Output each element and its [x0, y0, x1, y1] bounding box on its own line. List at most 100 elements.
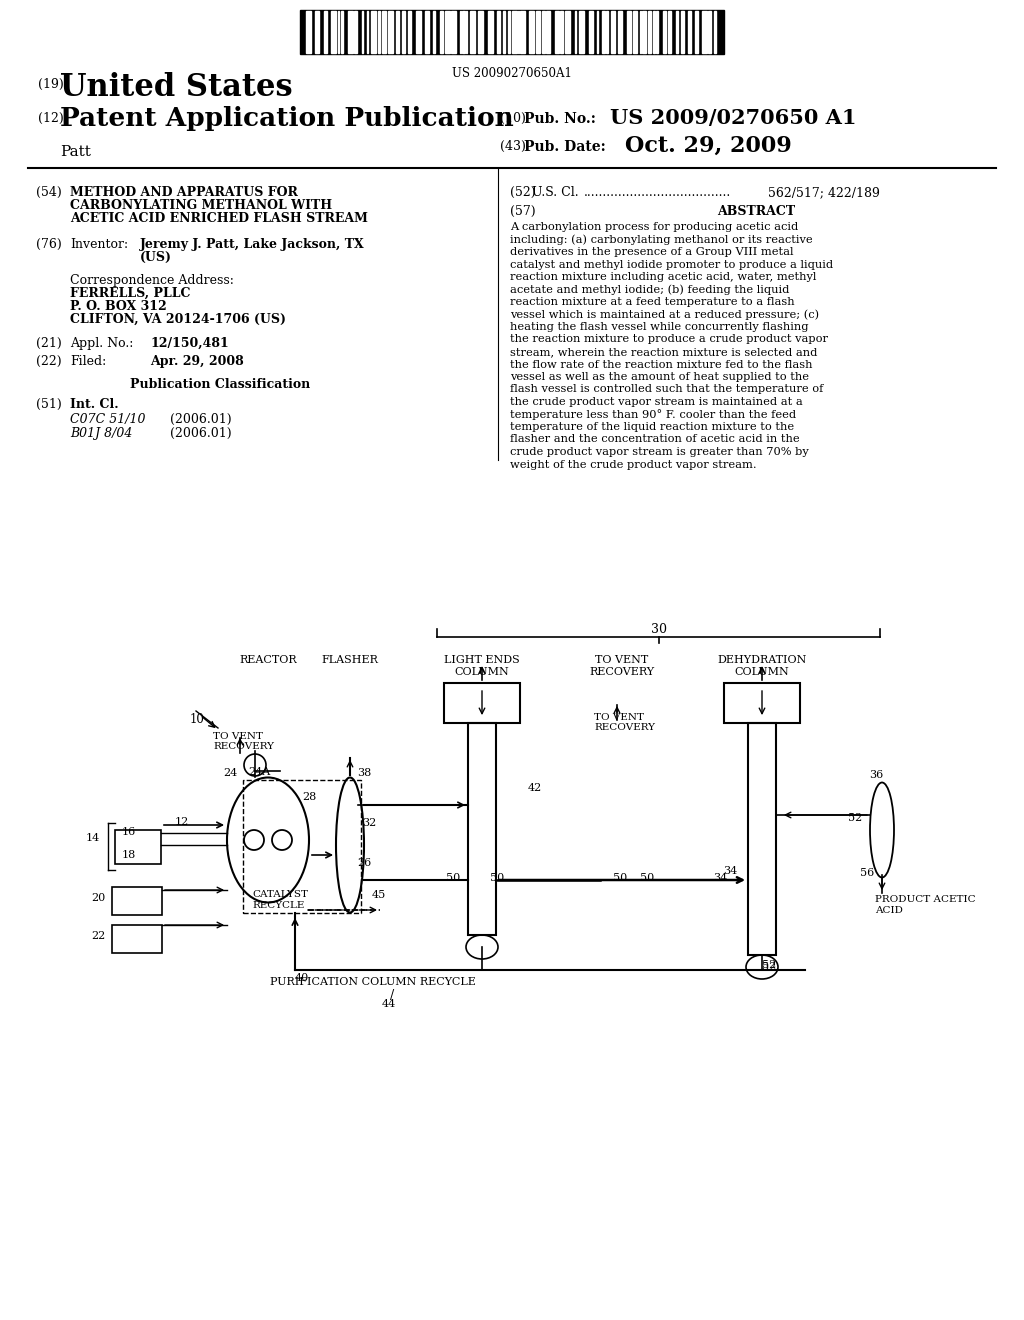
Bar: [555, 11, 559, 53]
Bar: [508, 11, 510, 53]
Text: Pub. No.:: Pub. No.:: [524, 112, 596, 125]
Text: flasher and the concentration of acetic acid in the: flasher and the concentration of acetic …: [510, 434, 800, 445]
Bar: [396, 11, 399, 53]
Text: (22): (22): [36, 355, 61, 368]
Bar: [633, 11, 637, 53]
Text: RECOVERY: RECOVERY: [594, 723, 655, 733]
Bar: [324, 11, 327, 53]
Text: METHOD AND APPARATUS FOR: METHOD AND APPARATUS FOR: [70, 186, 298, 199]
Bar: [445, 11, 450, 53]
Text: 44: 44: [382, 999, 396, 1008]
Text: heating the flash vessel while concurrently flashing: heating the flash vessel while concurren…: [510, 322, 809, 333]
Text: flash vessel is controlled such that the temperature of: flash vessel is controlled such that the…: [510, 384, 823, 395]
Bar: [565, 11, 570, 53]
Text: REACTOR: REACTOR: [240, 655, 297, 665]
Text: ACETIC ACID ENRICHED FLASH STREAM: ACETIC ACID ENRICHED FLASH STREAM: [70, 213, 368, 224]
Bar: [115, 830, 161, 865]
Bar: [331, 11, 336, 53]
Bar: [748, 723, 776, 954]
Text: 12/150,481: 12/150,481: [150, 337, 228, 350]
Text: RECOVERY: RECOVERY: [213, 742, 274, 751]
Bar: [618, 11, 622, 53]
Bar: [112, 925, 162, 953]
Bar: [714, 11, 716, 53]
Text: 562/517; 422/189: 562/517; 422/189: [768, 186, 880, 199]
Text: temperature of the liquid reaction mixture to the: temperature of the liquid reaction mixtu…: [510, 422, 795, 432]
Text: CATALYST: CATALYST: [252, 890, 308, 899]
Bar: [243, 780, 361, 913]
Bar: [341, 11, 343, 53]
Bar: [444, 682, 520, 723]
Bar: [546, 11, 550, 53]
Text: (43): (43): [500, 140, 526, 153]
Text: Correspondence Address:: Correspondence Address:: [70, 275, 233, 286]
Bar: [497, 11, 500, 53]
Bar: [503, 11, 505, 53]
Text: temperature less than 90° F. cooler than the feed: temperature less than 90° F. cooler than…: [510, 409, 796, 420]
Text: 34: 34: [723, 866, 737, 876]
Text: 50: 50: [613, 873, 627, 883]
Text: including: (a) carbonylating methanol or its reactive: including: (a) carbonylating methanol or…: [510, 235, 813, 246]
Text: TO VENT: TO VENT: [594, 713, 644, 722]
Text: 26: 26: [357, 858, 372, 869]
Text: 42: 42: [528, 783, 543, 793]
Bar: [602, 11, 605, 53]
Bar: [542, 11, 545, 53]
Text: weight of the crude product vapor stream.: weight of the crude product vapor stream…: [510, 459, 757, 470]
Text: /: /: [390, 989, 394, 1002]
Bar: [695, 11, 698, 53]
Text: US 20090270650A1: US 20090270650A1: [452, 67, 572, 81]
Bar: [371, 11, 376, 53]
Text: United States: United States: [60, 73, 293, 103]
Text: (10): (10): [500, 112, 526, 125]
Bar: [648, 11, 651, 53]
Bar: [112, 887, 162, 915]
Bar: [315, 11, 319, 53]
Text: (US): (US): [140, 251, 172, 264]
Text: (21): (21): [36, 337, 61, 350]
Text: 52: 52: [848, 813, 862, 822]
Text: (57): (57): [510, 205, 536, 218]
Text: (51): (51): [36, 399, 61, 411]
Text: 24A: 24A: [248, 767, 270, 777]
Bar: [348, 11, 353, 53]
Bar: [388, 11, 393, 53]
Text: ABSTRACT: ABSTRACT: [717, 205, 795, 218]
Text: 12: 12: [175, 817, 189, 828]
Text: crude product vapor stream is greater than 70% by: crude product vapor stream is greater th…: [510, 447, 809, 457]
Text: US 2009/0270650 A1: US 2009/0270650 A1: [610, 108, 856, 128]
Text: 24: 24: [224, 768, 238, 777]
Text: (2006.01): (2006.01): [170, 426, 231, 440]
Text: 40: 40: [295, 973, 309, 983]
Text: Apr. 29, 2008: Apr. 29, 2008: [150, 355, 244, 368]
Text: (19): (19): [38, 78, 63, 91]
Text: Jeremy J. Patt, Lake Jackson, TX: Jeremy J. Patt, Lake Jackson, TX: [140, 238, 365, 251]
Bar: [382, 11, 386, 53]
Text: 38: 38: [357, 768, 372, 777]
Text: A carbonylation process for producing acetic acid: A carbonylation process for producing ac…: [510, 222, 799, 232]
Text: LIGHT ENDS
COLUMN: LIGHT ENDS COLUMN: [444, 655, 520, 677]
Bar: [354, 11, 357, 53]
Text: vessel as well as the amount of heat supplied to the: vessel as well as the amount of heat sup…: [510, 372, 809, 381]
Bar: [488, 11, 493, 53]
Text: the flow rate of the reaction mixture fed to the flash: the flow rate of the reaction mixture fe…: [510, 359, 812, 370]
Text: FLASHER: FLASHER: [322, 655, 379, 665]
Bar: [560, 11, 563, 53]
Text: 45: 45: [372, 890, 386, 900]
Text: Patt: Patt: [60, 145, 91, 158]
Text: derivatives in the presence of a Group VIII metal: derivatives in the presence of a Group V…: [510, 247, 794, 257]
Text: 50: 50: [490, 873, 504, 883]
Text: (2006.01): (2006.01): [170, 413, 231, 426]
Bar: [708, 11, 711, 53]
Bar: [676, 11, 678, 53]
Text: Pub. Date:: Pub. Date:: [524, 140, 606, 154]
Bar: [642, 11, 646, 53]
Text: 52: 52: [762, 962, 776, 972]
Text: U.S. Cl.: U.S. Cl.: [532, 186, 579, 199]
Text: Filed:: Filed:: [70, 355, 106, 368]
Bar: [408, 11, 411, 53]
Text: RECYCLE: RECYCLE: [252, 902, 304, 909]
Text: Publication Classification: Publication Classification: [130, 378, 310, 391]
Bar: [468, 723, 496, 935]
Text: B01J 8/04: B01J 8/04: [70, 426, 132, 440]
